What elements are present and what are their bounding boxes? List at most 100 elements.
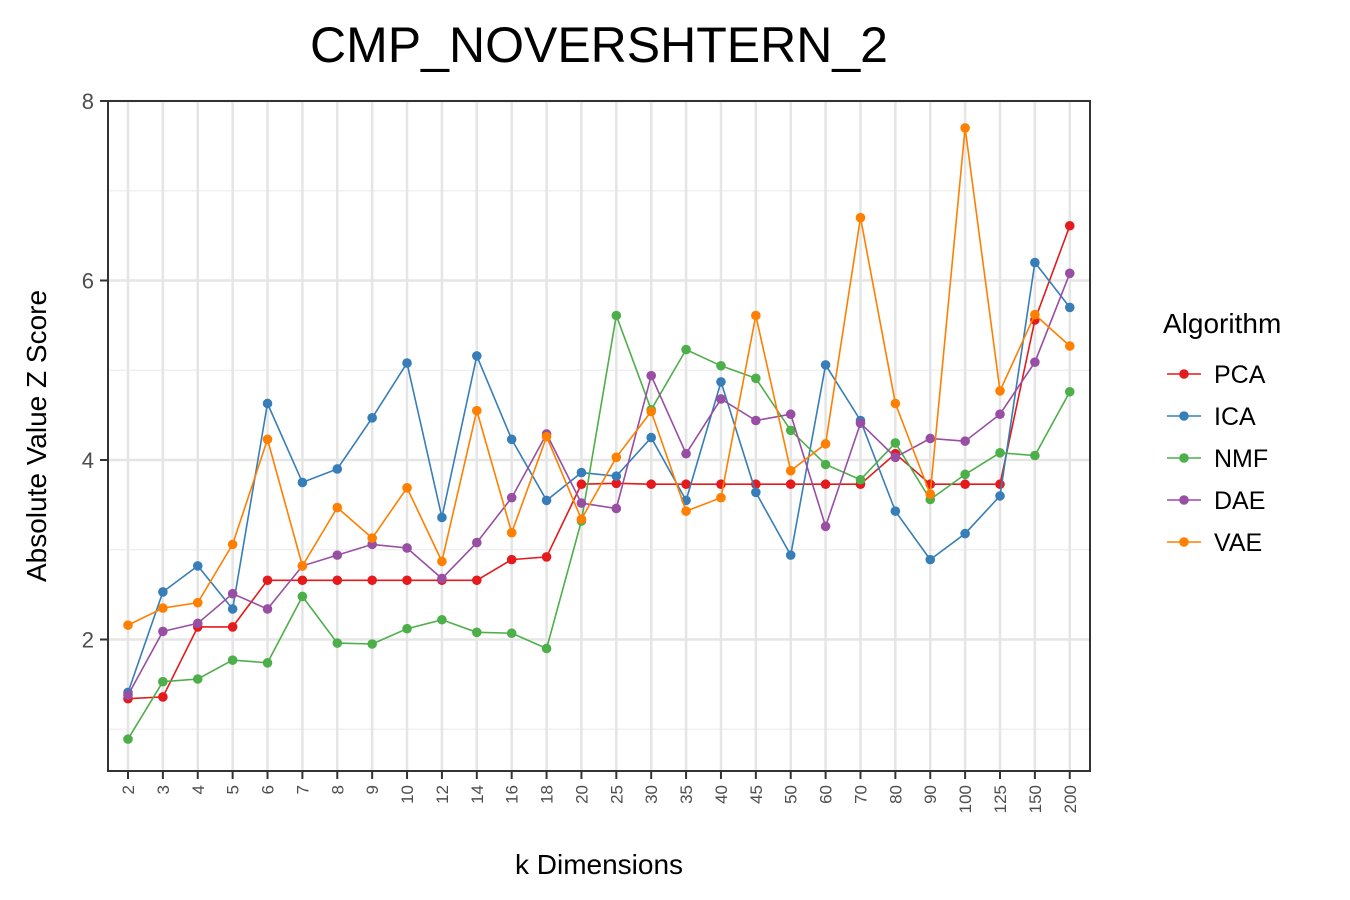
data-point-nmf	[123, 734, 133, 744]
data-point-ica	[995, 491, 1005, 501]
legend-key-point	[1179, 411, 1189, 421]
data-point-vae	[332, 502, 343, 513]
data-point-pca	[297, 575, 308, 586]
data-point-pca	[506, 554, 517, 565]
legend-item-ica: ICA	[1167, 403, 1256, 431]
data-point-dae	[646, 370, 656, 381]
data-point-dae	[576, 498, 587, 508]
data-point-ica	[332, 464, 343, 474]
data-point-dae	[855, 418, 866, 429]
y-tick-label: 8	[82, 89, 94, 114]
legend-key-point	[1179, 453, 1189, 463]
data-point-pca	[960, 479, 970, 490]
data-point-nmf	[227, 655, 238, 665]
x-tick-label: 80	[886, 785, 905, 804]
x-tick-label: 9	[363, 785, 382, 794]
data-point-vae	[506, 527, 517, 538]
data-point-ica	[437, 512, 447, 523]
data-point-vae	[820, 439, 831, 449]
data-point-vae	[576, 514, 587, 525]
data-point-pca	[367, 575, 377, 586]
legend-title: Algorithm	[1163, 308, 1281, 339]
data-point-nmf	[785, 425, 796, 436]
series-ica	[123, 257, 1075, 698]
data-point-ica	[506, 434, 517, 445]
x-tick-label: 3	[154, 785, 173, 794]
data-point-dae	[925, 433, 936, 444]
data-point-vae	[890, 398, 901, 409]
y-axis-title: Absolute Value Z Score	[21, 290, 52, 582]
series-line-vae	[127, 127, 1071, 626]
data-point-nmf	[297, 591, 308, 602]
data-point-ica	[262, 398, 273, 409]
data-point-vae	[960, 123, 970, 133]
data-point-nmf	[890, 438, 901, 448]
data-point-pca	[646, 479, 656, 490]
data-point-nmf	[820, 459, 831, 470]
plot-panel-border	[107, 100, 1091, 772]
x-tick-label: 18	[538, 785, 557, 804]
y-tick-label: 4	[82, 448, 94, 473]
data-point-nmf	[158, 676, 168, 687]
grid-lines	[108, 99, 1090, 771]
data-point-vae	[192, 597, 203, 608]
chart-title: CMP_NOVERSHTERN_2	[310, 17, 888, 73]
x-tick-label: 125	[991, 785, 1010, 813]
data-point-dae	[472, 537, 482, 548]
data-point-nmf	[611, 310, 622, 321]
x-axis: 2 3 4 5 6 7 8 9 10 12 14 16 18 20 25 30 35 40 45 50 60 70 80 90…	[119, 771, 1080, 813]
data-point-pca	[785, 479, 796, 490]
data-point-ica	[227, 604, 238, 614]
x-tick-label: 7	[293, 785, 312, 794]
data-point-nmf	[192, 674, 203, 684]
data-point-vae	[367, 533, 377, 543]
data-point-ica	[472, 351, 482, 361]
legend-key-point	[1179, 369, 1189, 379]
y-tick-label: 2	[82, 628, 94, 653]
data-point-pca	[1064, 220, 1075, 231]
data-point-pca	[472, 575, 482, 586]
data-point-nmf	[751, 373, 761, 384]
data-point-vae	[227, 539, 238, 550]
series-pca	[123, 220, 1075, 704]
series-layer	[123, 123, 1075, 744]
data-point-vae	[158, 603, 168, 613]
data-point-ica	[820, 360, 831, 370]
x-tick-label: 14	[468, 785, 487, 804]
data-point-vae	[925, 489, 936, 499]
data-point-ica	[158, 587, 168, 597]
x-tick-label: 30	[642, 785, 661, 804]
data-point-pca	[576, 479, 587, 490]
data-point-vae	[681, 506, 691, 516]
series-line-nmf	[127, 312, 1071, 740]
data-point-vae	[262, 434, 273, 445]
data-point-ica	[576, 467, 587, 478]
data-point-vae	[646, 406, 656, 417]
x-tick-label: 150	[1026, 785, 1045, 813]
data-point-vae	[1064, 341, 1075, 351]
data-point-pca	[227, 622, 238, 632]
data-point-dae	[716, 394, 726, 404]
data-point-dae	[820, 521, 831, 532]
data-point-dae	[332, 550, 343, 560]
x-tick-label: 35	[677, 785, 696, 804]
data-point-vae	[995, 386, 1005, 396]
x-tick-label: 6	[259, 785, 278, 794]
x-tick-label: 60	[817, 785, 836, 804]
data-point-pca	[820, 479, 831, 490]
data-point-pca	[262, 575, 273, 586]
data-point-ica	[925, 554, 936, 565]
x-tick-label: 50	[782, 785, 801, 804]
data-point-dae	[1064, 268, 1075, 279]
data-point-pca	[158, 692, 168, 702]
series-vae	[123, 123, 1075, 630]
data-point-vae	[541, 431, 552, 442]
legend-item-nmf: NMF	[1167, 445, 1268, 473]
x-tick-label: 40	[712, 785, 731, 804]
data-point-dae	[995, 409, 1005, 420]
data-point-dae	[192, 618, 203, 629]
data-point-nmf	[472, 627, 482, 638]
data-point-ica	[297, 477, 308, 488]
data-point-ica	[646, 432, 656, 443]
